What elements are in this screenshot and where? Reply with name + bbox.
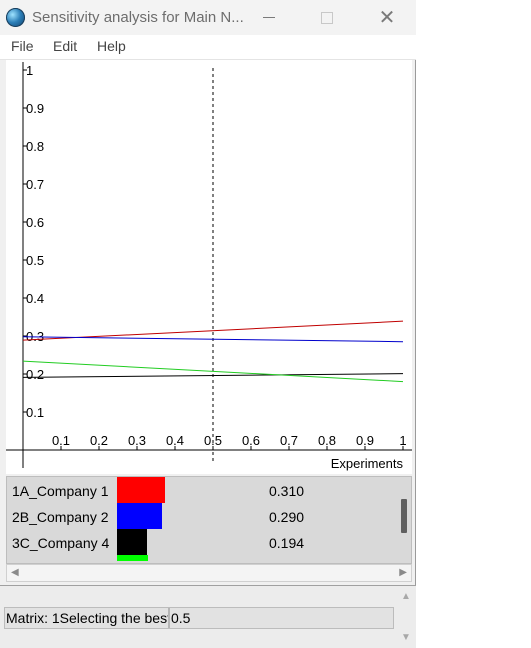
close-icon: ✕ — [378, 7, 396, 29]
status-area: Matrix: 1Selecting the best 0.5 ▲ ▼ — [0, 585, 416, 648]
menu-bar: File Edit Help — [0, 35, 416, 60]
x-tick-label: 0.9 — [356, 433, 374, 448]
maximize-button[interactable] — [304, 0, 350, 35]
row-value: 0.290 — [269, 509, 305, 525]
window-title: Sensitivity analysis for Main N... — [32, 9, 244, 26]
row-value: 0.310 — [269, 483, 305, 499]
status-divider[interactable] — [168, 608, 170, 628]
horizontal-scrollbar[interactable]: ◀ ▶ — [6, 564, 412, 582]
scroll-down-icon[interactable]: ▼ — [401, 632, 411, 643]
minimize-icon — [263, 17, 275, 18]
menu-edit[interactable]: Edit — [53, 38, 78, 54]
list-row[interactable]: 3C_Company 4 0.194 — [7, 529, 392, 555]
row-value-bar — [117, 503, 162, 529]
series-line-1 — [22, 336, 404, 343]
row-value-bar — [117, 529, 147, 555]
y-tick-label: 0.7 — [26, 177, 44, 192]
y-tick-label: 0.1 — [26, 405, 44, 420]
x-tick-label: 0.6 — [242, 433, 260, 448]
chart-svg: Experiments 0.1 0.2 0.3 0.4 0.5 0.6 0.7 0.8 0.9 1… — [6, 62, 412, 471]
scroll-left-icon[interactable]: ◀ — [11, 567, 19, 578]
row-value-bar — [117, 477, 165, 503]
x-tick-label: 0.4 — [166, 433, 184, 448]
x-tick-label: 0.2 — [90, 433, 108, 448]
scroll-up-icon[interactable]: ▲ — [401, 591, 411, 602]
status-value-text: 0.5 — [171, 610, 191, 626]
scroll-right-icon[interactable]: ▶ — [399, 567, 407, 578]
series-line-2 — [22, 373, 404, 378]
y-tick-label: 0.4 — [26, 291, 44, 306]
status-scrollbar[interactable]: ▲ ▼ — [398, 586, 414, 648]
sensitivity-window: Sensitivity analysis for Main N... ✕ Fil… — [0, 0, 416, 648]
series-line-3 — [22, 360, 404, 383]
x-tick-label: 0.7 — [280, 433, 298, 448]
x-tick-label: 0.8 — [318, 433, 336, 448]
status-bar: Matrix: 1Selecting the best 0.5 — [4, 607, 394, 629]
list-row[interactable]: 1A_Company 1 0.310 — [7, 477, 392, 503]
row-label: 1A_Company 1 — [12, 483, 109, 499]
sensitivity-chart: Experiments 0.1 0.2 0.3 0.4 0.5 0.6 0.7 0.8 0.9 1… — [6, 60, 412, 474]
menu-help[interactable]: Help — [97, 38, 126, 54]
x-tick-label: 1 — [399, 433, 406, 448]
y-tick-label: 1 — [26, 63, 33, 78]
y-tick-label: 0.9 — [26, 101, 44, 116]
row-value-bar-partial — [117, 555, 148, 561]
x-axis-label: Experiments — [331, 456, 404, 471]
y-tick-label: 0.8 — [26, 139, 44, 154]
row-label: 3C_Company 4 — [12, 535, 110, 551]
alternatives-list: 1A_Company 1 0.310 2B_Company 2 0.290 3C_Com… — [6, 476, 412, 564]
row-value: 0.194 — [269, 535, 305, 551]
x-tick-label: 0.3 — [128, 433, 146, 448]
row-label: 2B_Company 2 — [12, 509, 109, 525]
menu-file[interactable]: File — [11, 38, 34, 54]
y-tick-label: 0.2 — [26, 367, 44, 382]
title-bar[interactable]: Sensitivity analysis for Main N... ✕ — [0, 0, 416, 35]
x-tick-label: 0.1 — [52, 433, 70, 448]
series-line-0 — [22, 320, 404, 341]
close-button[interactable]: ✕ — [364, 0, 410, 35]
list-scrollbar-thumb[interactable] — [401, 499, 407, 533]
y-tick-label: 0.5 — [26, 253, 44, 268]
maximize-icon — [321, 11, 333, 24]
list-row[interactable]: 2B_Company 2 0.290 — [7, 503, 392, 529]
globe-icon — [6, 8, 25, 27]
status-matrix-text: Matrix: 1Selecting the best — [6, 610, 168, 626]
y-tick-label: 0.6 — [26, 215, 44, 230]
minimize-button[interactable] — [246, 0, 292, 35]
